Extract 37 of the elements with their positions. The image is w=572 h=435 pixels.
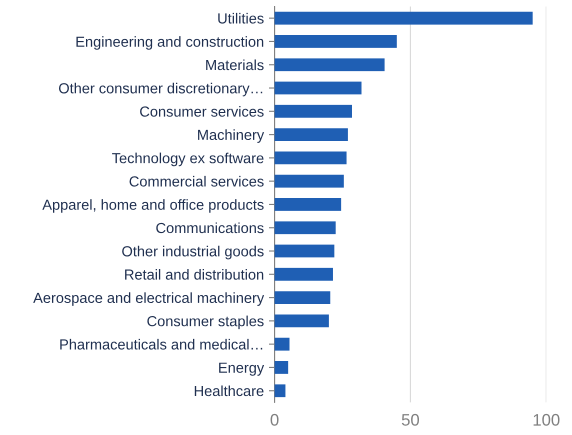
y-tick-label: Commercial services bbox=[130, 176, 264, 187]
y-tick-label: Technology ex software bbox=[112, 152, 264, 166]
bar bbox=[274, 268, 333, 281]
bar bbox=[274, 12, 533, 25]
y-tick-label: Engineering and construction bbox=[76, 36, 264, 50]
bar bbox=[274, 35, 397, 48]
y-tick-label: Apparel, home and office products bbox=[42, 199, 264, 213]
y-tick-label: Consumer staples bbox=[147, 316, 264, 330]
y-tick-label: Machinery bbox=[198, 129, 264, 143]
bar bbox=[274, 361, 288, 374]
y-tick-label: Energy bbox=[219, 362, 264, 376]
y-tick-label: Retail and distribution bbox=[125, 269, 264, 280]
y-tick-label: Materials bbox=[206, 59, 264, 70]
bar bbox=[274, 174, 344, 188]
bar bbox=[274, 151, 347, 164]
x-tick-label: 50 bbox=[402, 414, 420, 426]
bar bbox=[274, 198, 342, 211]
bar bbox=[274, 104, 352, 118]
y-tick-label: Healthcare bbox=[194, 385, 264, 396]
y-tick-label: Communications bbox=[156, 222, 264, 234]
y-tick-label: Other industrial goods bbox=[122, 246, 264, 260]
y-tick-label: Other consumer discretionary… bbox=[58, 82, 262, 96]
bar bbox=[274, 338, 290, 351]
bar bbox=[274, 314, 329, 328]
bar bbox=[274, 128, 348, 141]
y-tick-label: Consumer services bbox=[140, 106, 264, 117]
y-tick-label: Aerospace and electrical machinery bbox=[33, 292, 264, 306]
bar bbox=[274, 221, 336, 234]
bar bbox=[274, 384, 286, 398]
y-tick-label: Utilities bbox=[218, 12, 264, 24]
y-tick-label: Pharmaceuticals and medical… bbox=[60, 338, 262, 350]
bar bbox=[274, 58, 385, 72]
bar bbox=[274, 82, 362, 94]
bar bbox=[274, 291, 330, 304]
x-tick-label: 0 bbox=[270, 414, 279, 426]
x-tick-label: 100 bbox=[534, 414, 560, 426]
bar bbox=[274, 244, 334, 258]
